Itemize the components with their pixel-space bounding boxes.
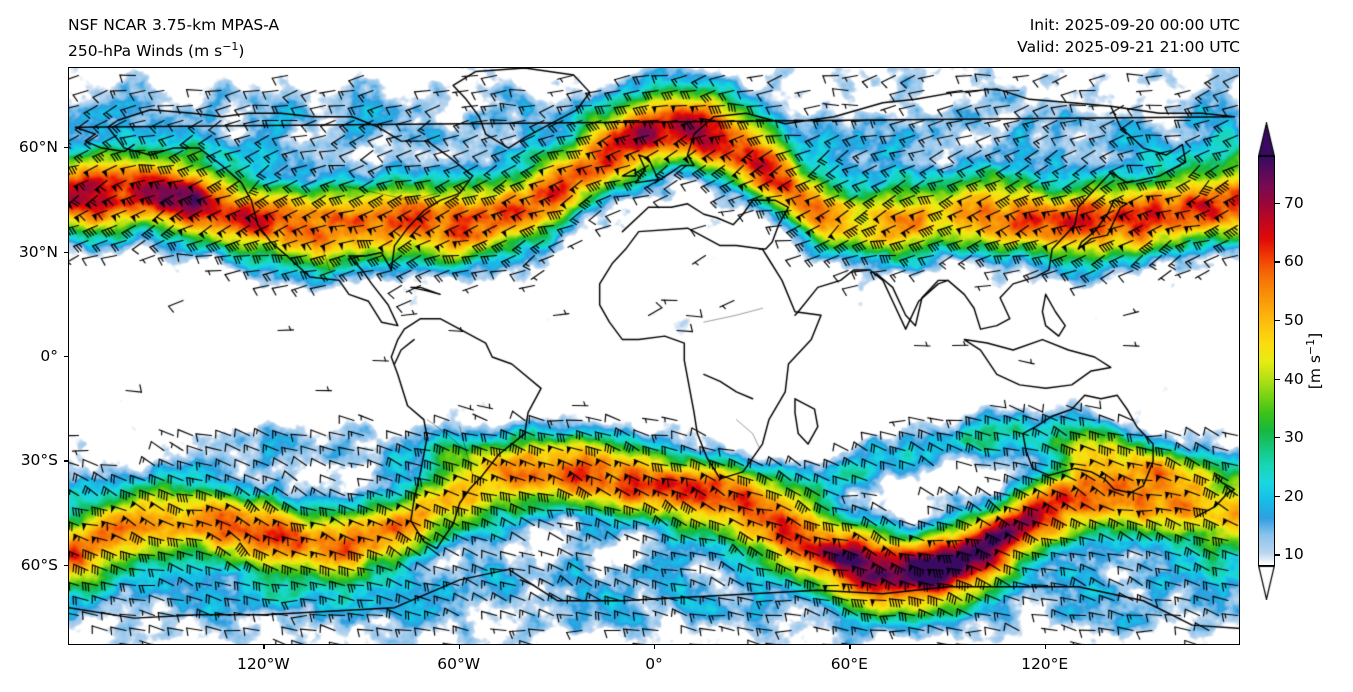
- x-tick-mark: [849, 645, 851, 649]
- colorbar-tick-label-3: 40: [1284, 369, 1304, 388]
- model-title: NSF NCAR 3.75-km MPAS-A: [68, 16, 280, 34]
- y-tick-mark: [64, 251, 68, 253]
- x-tick-label-1: 60°W: [437, 655, 481, 673]
- x-tick-mark: [1044, 645, 1046, 649]
- map-plot-area: [68, 67, 1240, 645]
- colorbar-tick-label-1: 20: [1284, 486, 1304, 505]
- field-title-close: ): [238, 42, 245, 61]
- x-tick-label-3: 60°E: [830, 655, 868, 673]
- y-tick-label-2: 0°: [40, 347, 58, 365]
- colorbar-unit-exponent: −1: [1303, 338, 1317, 356]
- colorbar-tick-mark: [1275, 495, 1280, 497]
- x-tick-mark: [654, 645, 656, 649]
- x-tick-label-0: 120°W: [236, 655, 290, 673]
- colorbar-gradient: [1258, 156, 1275, 566]
- field-title: 250-hPa Winds (m s−1): [68, 36, 244, 62]
- colorbar-tick-label-2: 30: [1284, 428, 1304, 447]
- colorbar-tick-mark: [1275, 437, 1280, 439]
- colorbar-over-arrow: [1258, 122, 1275, 156]
- colorbar-unit-pre: [m s: [1306, 355, 1325, 390]
- y-tick-mark: [64, 356, 68, 358]
- colorbar-tick-label-4: 50: [1284, 311, 1304, 329]
- colorbar-tick-mark: [1275, 261, 1280, 263]
- y-tick-mark: [64, 147, 68, 149]
- wind-speed-field: [69, 68, 1239, 644]
- y-tick-label-1: 30°N: [18, 242, 58, 261]
- colorbar-tick-label-5: 60: [1284, 252, 1304, 271]
- colorbar-tick-mark: [1275, 202, 1280, 205]
- colorbar-tick-label-6: 70: [1284, 193, 1304, 212]
- y-tick-label-3: 30°S: [20, 451, 58, 470]
- colorbar-unit-post: ]: [1306, 332, 1325, 339]
- field-title-exponent: −1: [222, 40, 239, 53]
- init-time-label: Init: 2025-09-20 00:00 UTC: [1029, 16, 1240, 34]
- field-title-text: 250-hPa Winds (m s: [68, 42, 223, 61]
- x-tick-mark: [263, 645, 265, 649]
- colorbar: [m s−1] 10 20 30 40 50 60 70: [1254, 122, 1353, 600]
- y-tick-label-0: 60°N: [18, 138, 58, 157]
- valid-time-label: Valid: 2025-09-21 21:00 UTC: [1017, 38, 1240, 56]
- y-tick-label-4: 60°S: [20, 555, 58, 574]
- x-tick-label-4: 120°E: [1021, 655, 1069, 673]
- colorbar-under-arrow: [1258, 566, 1275, 600]
- colorbar-tick-mark: [1275, 554, 1280, 556]
- x-tick-label-2: 0°: [645, 655, 663, 673]
- colorbar-tick-label-0: 10: [1284, 545, 1304, 564]
- x-tick-mark: [458, 645, 460, 649]
- colorbar-tick-mark: [1275, 320, 1280, 322]
- y-tick-mark: [64, 460, 68, 462]
- y-tick-mark: [64, 564, 68, 567]
- colorbar-unit-label: [m s−1]: [1304, 333, 1324, 389]
- colorbar-tick-mark: [1275, 378, 1280, 380]
